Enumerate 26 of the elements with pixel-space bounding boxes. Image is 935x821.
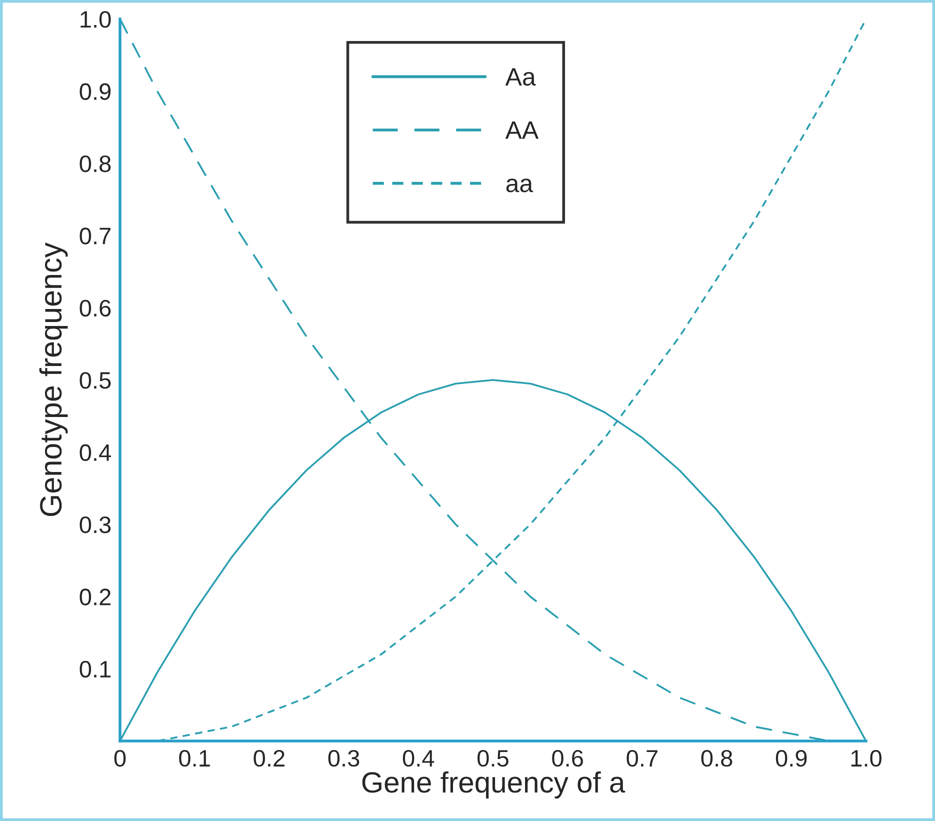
x-tick-label: 0.6	[552, 750, 583, 767]
y-tick-label: 0.8	[80, 155, 111, 172]
text: 1.0	[851, 750, 882, 767]
x-tick-label: 0.2	[254, 750, 284, 767]
x-tick-label: 0.9	[776, 750, 807, 767]
x-tick-label: 0.3	[328, 750, 360, 767]
legend-label: Aa	[505, 68, 536, 86]
x-tick-label: 0.5	[478, 750, 508, 767]
y-tick-label: 0.9	[80, 83, 111, 100]
legend-label: AA	[505, 122, 539, 139]
y-tick-label: 0.3	[80, 516, 111, 534]
y-tick-label: 0.2	[80, 588, 110, 606]
y-tick-label: 0.4	[80, 444, 111, 461]
x-axis-title: Gene frequency of a	[362, 771, 626, 799]
y-axis-title: Genotype frequency	[39, 242, 68, 516]
x-tick-label: 0.7	[626, 750, 658, 767]
legend-label: aa	[506, 178, 534, 192]
y-tick-label: 1.0	[80, 11, 111, 28]
y-tick-label: 0.6	[80, 300, 111, 317]
x-tick-label: 0.1	[179, 750, 210, 767]
y-tick-label: 0.5	[80, 372, 111, 389]
x-tick-label: 0.8	[701, 750, 732, 767]
y-tick-label: 0.7	[80, 228, 110, 244]
y-tick-label: 0.1	[80, 660, 111, 678]
x-tick-label: 0.4	[402, 750, 434, 767]
x-tick-label: 0	[114, 750, 126, 767]
